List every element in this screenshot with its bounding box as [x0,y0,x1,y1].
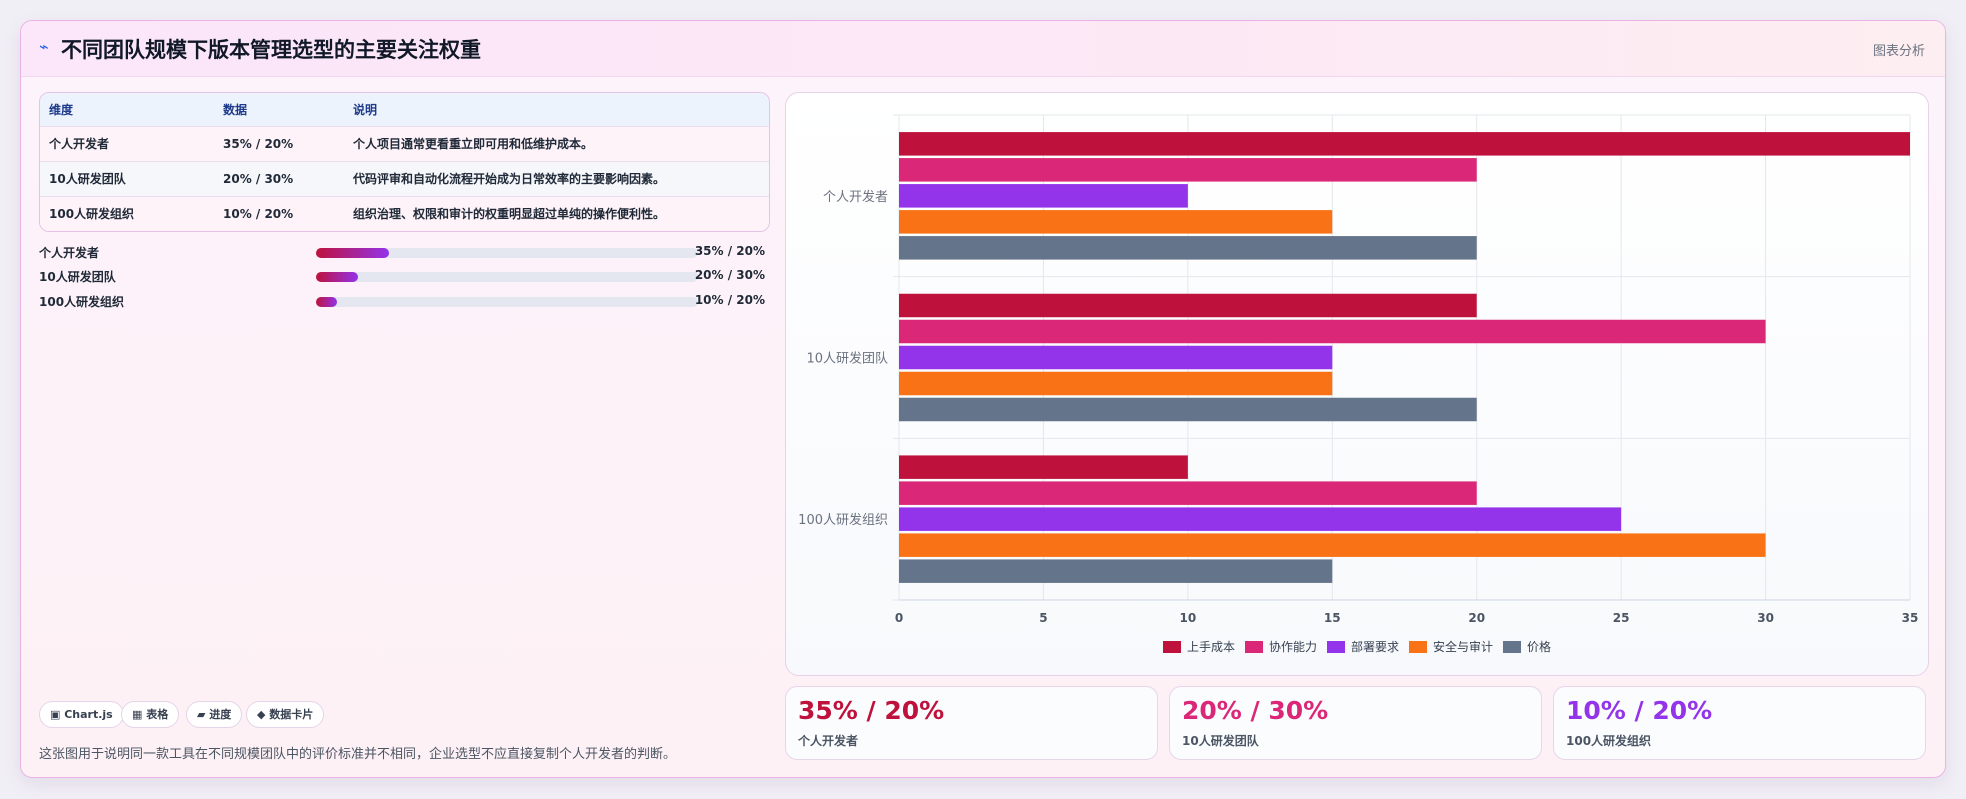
legend-item[interactable]: 价格 [1503,638,1551,655]
stat-value: 20% / 30% [1182,696,1329,725]
bar [899,210,1333,234]
table-cell: 个人开发者 [49,137,110,151]
chip-data-card[interactable]: ◆ 数据卡片 [246,701,325,728]
x-tick-label: 5 [1039,611,1047,625]
legend-item[interactable]: 协作能力 [1244,638,1317,655]
dashboard-frame: ⌁ 不同团队规模下版本管理选型的主要关注权重 图表分析 维度 数据 说明 个人开… [20,20,1946,778]
stat-card: 20% / 30% 10人研发团队 [1169,686,1542,760]
x-tick-label: 20 [1468,611,1485,625]
header-badge: 图表分析 [1872,44,1925,59]
bar [899,371,1333,396]
bar-chart-panel: 个人开发者 10人研发团队 100人研发组织 0 5 10 15 20 25 30 35 上手成本 协… [785,92,1929,676]
table-cell: 组织治理、权限和审计的权重明显超过单纯的操作便利性。 [353,207,666,221]
legend-swatch [1503,641,1522,653]
x-tick-label: 15 [1324,611,1341,625]
column-header: 维度 [49,103,74,117]
progress-fill [316,248,389,258]
table-cell: 代码评审和自动化流程开始成为日常效率的主要影响因素。 [353,172,666,186]
y-tick-label: 100人研发组织 [798,512,888,528]
stat-label: 100人研发组织 [1566,734,1652,748]
x-tick-label: 25 [1613,611,1630,625]
stat-label: 个人开发者 [798,734,859,748]
table-cell: 100人研发组织 [49,207,135,221]
legend-label: 安全与审计 [1433,640,1494,654]
legend-swatch [1326,641,1345,653]
table-row: 个人开发者 35% / 20% 个人项目通常更看重立即可用和低维护成本。 [40,127,769,162]
legend-item[interactable]: 上手成本 [1162,638,1235,655]
y-tick-label: 10人研发团队 [806,351,888,367]
chip-table[interactable]: ▦ 表格 [121,701,180,728]
page-title: 不同团队规模下版本管理选型的主要关注权重 [61,38,481,62]
column-header: 数据 [223,103,248,117]
legend-swatch [1409,641,1427,653]
bar [899,397,1477,422]
column-header: 说明 [353,103,378,117]
table-header-row: 维度 数据 说明 [40,93,769,127]
progress-track [316,297,698,307]
legend-label: 部署要求 [1350,640,1399,654]
bar [899,184,1188,208]
bar [899,158,1477,182]
table-row: 100人研发组织 10% / 20% 组织治理、权限和审计的权重明显超过单纯的操… [40,197,769,231]
stat-value: 10% / 20% [1566,696,1713,725]
x-tick-label: 0 [895,611,903,625]
bar [899,533,1766,557]
progress-label: 10人研发团队 [39,270,116,284]
legend-label: 价格 [1527,640,1552,654]
table-row: 10人研发团队 20% / 30% 代码评审和自动化流程开始成为日常效率的主要影… [40,162,769,197]
chip-progress[interactable]: ▰ 进度 [186,701,243,728]
progress-track [316,272,698,282]
bar [899,236,1477,260]
progress-row: 100人研发组织 10% / 20% [39,291,770,311]
progress-track [316,248,698,258]
bar [899,293,1477,318]
progress-value: 20% / 30% [694,268,765,282]
table-cell: 10人研发团队 [49,172,126,186]
progress-value: 35% / 20% [694,244,765,258]
progress-label: 100人研发组织 [39,295,125,309]
y-tick-label: 个人开发者 [823,189,888,205]
progress-fill [316,297,337,307]
x-tick-label: 10 [1180,611,1197,625]
bar [899,319,1766,344]
stat-card: 35% / 20% 个人开发者 [785,686,1158,760]
stat-value: 35% / 20% [798,696,945,725]
data-table: 维度 数据 说明 个人开发者 35% / 20% 个人项目通常更看重立即可用和低… [39,92,770,232]
progress-row: 10人研发团队 20% / 30% [39,266,770,286]
bar [899,455,1188,479]
x-tick-label: 35 [1902,611,1919,625]
bar [899,345,1333,370]
bar [899,507,1622,531]
stat-card: 10% / 20% 100人研发组织 [1553,686,1926,760]
legend-item[interactable]: 安全与审计 [1409,638,1493,655]
bar [899,481,1477,505]
chip-chartjs[interactable]: ▣ Chart.js [39,701,124,728]
progress-row: 个人开发者 35% / 20% [39,242,770,262]
legend-label: 协作能力 [1268,640,1317,654]
chart-icon: ⌁ [39,37,49,56]
legend-swatch [1162,641,1181,653]
table-cell: 20% / 30% [223,172,294,186]
footnote: 这张图用于说明同一款工具在不同规模团队中的评价标准并不相同，企业选型不应直接复制… [39,747,677,762]
bar-chart: 个人开发者 10人研发团队 100人研发组织 0 5 10 15 20 25 30 35 [798,114,1919,625]
table-cell: 10% / 20% [223,207,294,221]
x-tick-label: 30 [1757,611,1774,625]
chart-legend: 上手成本 协作能力 部署要求 安全与审计 价格 [786,636,1928,654]
stat-label: 10人研发团队 [1182,734,1259,748]
progress-value: 10% / 20% [694,293,765,307]
table-cell: 个人项目通常更看重立即可用和低维护成本。 [353,137,594,151]
progress-label: 个人开发者 [39,246,100,260]
table-cell: 35% / 20% [223,137,294,151]
bar [899,132,1910,156]
legend-label: 上手成本 [1186,640,1235,654]
page-header: ⌁ 不同团队规模下版本管理选型的主要关注权重 图表分析 [21,21,1945,77]
legend-swatch [1244,641,1263,653]
legend-item[interactable]: 部署要求 [1326,638,1399,655]
progress-fill [316,272,359,282]
bar [899,559,1333,583]
